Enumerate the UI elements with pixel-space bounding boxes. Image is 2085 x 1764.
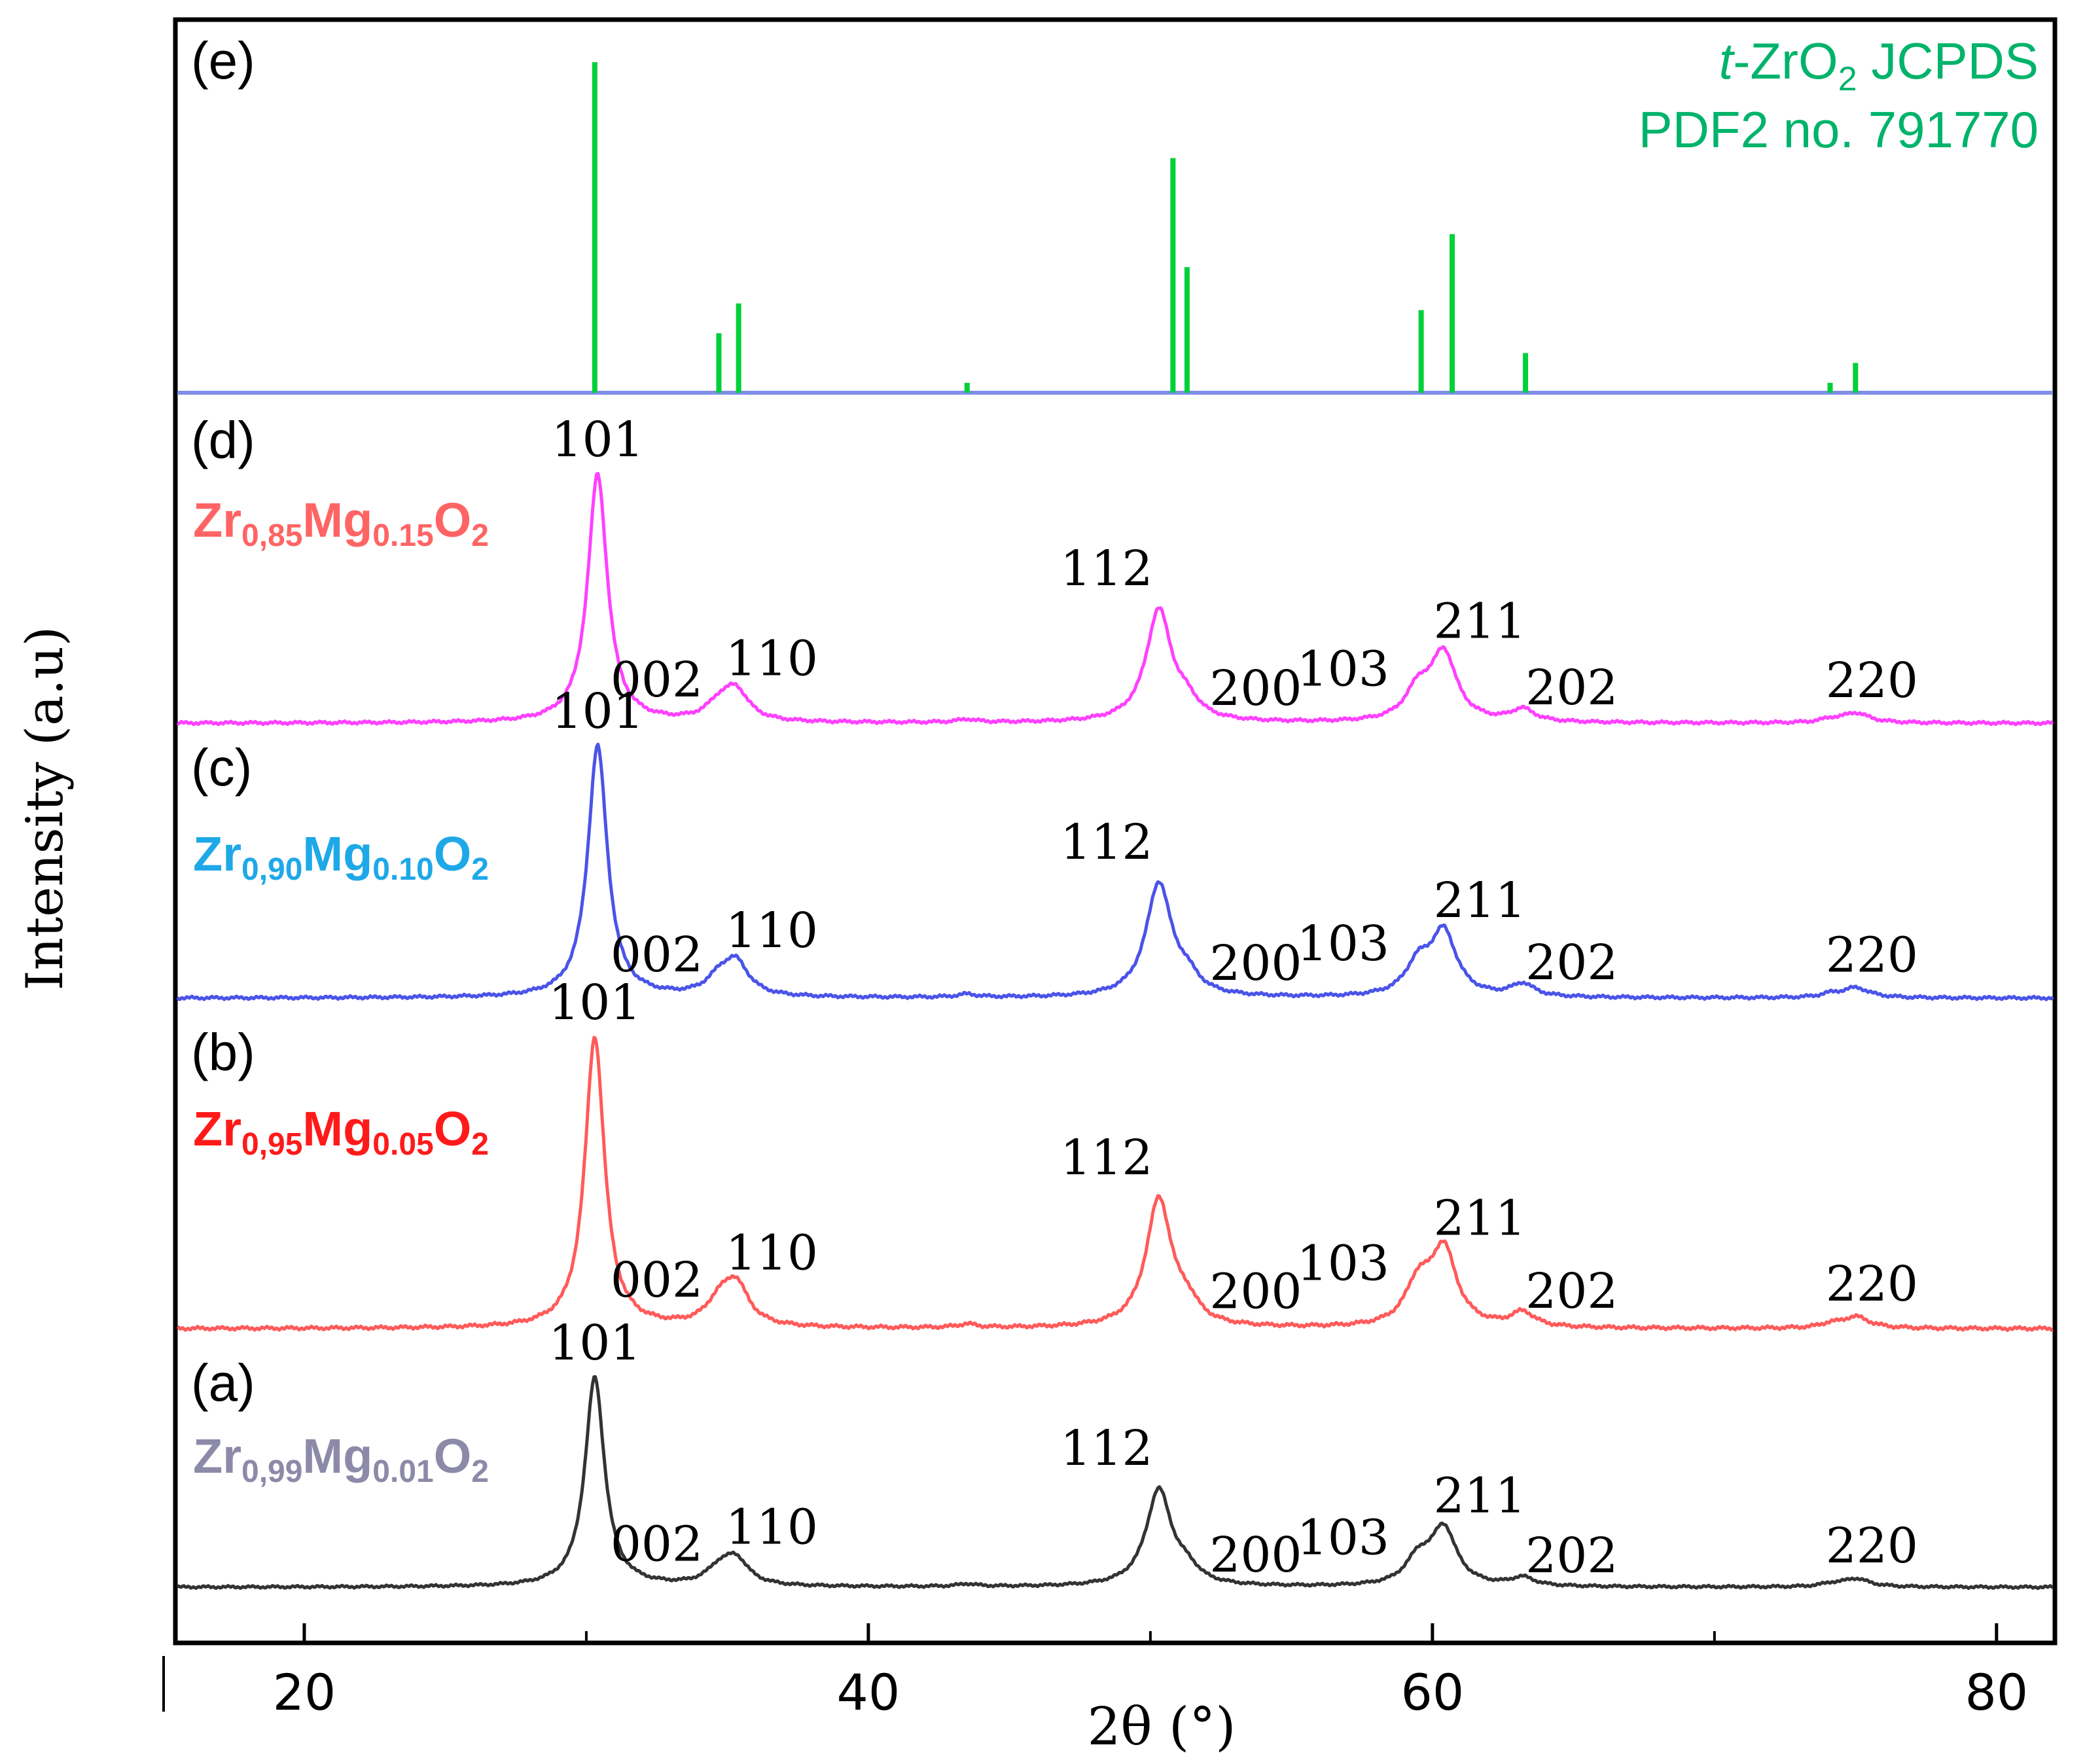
reference-label-line2: PDF2 no. 791770 <box>1639 101 2039 158</box>
composition-label-a: Zr0,99Mg0.01O2 <box>193 1429 489 1489</box>
reference-label-sub: 2 <box>1838 60 1857 98</box>
trace-a <box>176 1375 2054 1591</box>
reference-label-main: -ZrO <box>1733 32 1838 90</box>
x-axis-ticks: 20 40 60 80 <box>273 1623 2028 1721</box>
y-axis-label: Intensity (a.u) <box>16 626 75 990</box>
trace-d <box>176 471 2054 727</box>
peak-label-c-103: 103 <box>1297 916 1389 972</box>
peak-label-b-211: 211 <box>1433 1190 1525 1246</box>
peak-label-d-200: 200 <box>1209 660 1302 717</box>
peak-label-b-200: 200 <box>1209 1263 1302 1320</box>
composition-label-b: Zr0,95Mg0.05O2 <box>193 1102 489 1162</box>
reference-label-line1: t-ZrO2 JCPDS <box>1719 32 2039 98</box>
peak-label-c-101: 101 <box>552 683 644 740</box>
peak-label-c-211: 211 <box>1433 873 1525 929</box>
peak-label-c-202: 202 <box>1525 935 1618 991</box>
peak-label-d-211: 211 <box>1433 593 1525 649</box>
peak-label-b-202: 202 <box>1525 1263 1618 1320</box>
panel-label-b: (b) <box>191 1023 255 1081</box>
x-tick-label-20: 20 <box>273 1663 336 1721</box>
peak-label-b-101: 101 <box>548 975 641 1031</box>
reference-label-prefix: t <box>1719 32 1736 90</box>
composition-label-c: Zr0,90Mg0.10O2 <box>193 827 489 887</box>
peak-label-d-002: 002 <box>611 652 703 708</box>
peak-label-d-112: 112 <box>1060 541 1152 597</box>
peak-label-a-220: 220 <box>1826 1518 1918 1574</box>
x-axis-label: 2θ (°) <box>1088 1696 1236 1757</box>
peak-label-b-220: 220 <box>1826 1256 1918 1312</box>
x-tick-label-80: 80 <box>1965 1663 2028 1721</box>
peak-label-b-002: 002 <box>611 1252 703 1308</box>
trace-b <box>176 1035 2054 1332</box>
peak-label-c-110: 110 <box>726 903 818 959</box>
reference-sticks <box>592 62 1859 393</box>
xrd-traces <box>176 471 2054 1591</box>
peak-label-d-202: 202 <box>1525 660 1618 716</box>
peak-label-c-200: 200 <box>1209 935 1302 992</box>
peak-label-d-110: 110 <box>726 630 818 687</box>
panel-label-d: (d) <box>191 411 255 469</box>
panel-label-c: (c) <box>191 738 252 797</box>
peak-label-d-103: 103 <box>1297 641 1389 697</box>
panel-label-e: (e) <box>191 31 255 90</box>
peak-label-a-110: 110 <box>726 1500 818 1556</box>
peak-label-a-211: 211 <box>1433 1468 1525 1524</box>
panel-label-a: (a) <box>191 1354 255 1412</box>
peak-label-a-202: 202 <box>1525 1528 1618 1584</box>
peak-label-b-103: 103 <box>1297 1236 1389 1292</box>
composition-label-d: Zr0,85Mg0.15O2 <box>193 493 489 553</box>
peak-label-a-101: 101 <box>548 1315 641 1371</box>
peak-label-a-103: 103 <box>1297 1510 1389 1566</box>
peak-label-c-002: 002 <box>611 927 703 983</box>
peak-label-b-112: 112 <box>1060 1130 1152 1186</box>
x-tick-label-40: 40 <box>837 1663 900 1721</box>
peak-label-a-112: 112 <box>1060 1420 1152 1477</box>
x-tick-label-60: 60 <box>1400 1663 1464 1721</box>
reference-label-suffix: JCPDS <box>1857 32 2039 90</box>
peak-label-b-110: 110 <box>726 1225 818 1282</box>
peak-label-a-002: 002 <box>611 1517 703 1573</box>
trace-c <box>176 742 2054 1001</box>
peak-label-d-101: 101 <box>552 412 644 468</box>
plot-frame <box>173 17 2058 1646</box>
peak-label-a-200: 200 <box>1209 1527 1302 1583</box>
peak-label-d-220: 220 <box>1826 653 1918 709</box>
peak-label-c-220: 220 <box>1826 927 1918 984</box>
peak-label-c-112: 112 <box>1060 814 1152 871</box>
